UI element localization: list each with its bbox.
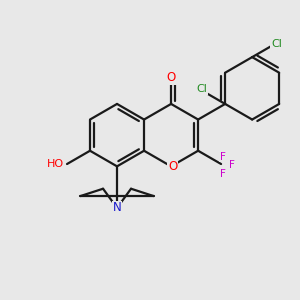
Text: F: F (229, 160, 234, 170)
Text: N: N (113, 202, 122, 214)
Text: Cl: Cl (197, 84, 208, 94)
Text: F: F (220, 169, 226, 179)
Text: Cl: Cl (271, 39, 282, 49)
Text: HO: HO (47, 159, 64, 169)
Text: O: O (168, 160, 177, 173)
Text: O: O (167, 71, 176, 84)
Text: F: F (220, 152, 226, 162)
